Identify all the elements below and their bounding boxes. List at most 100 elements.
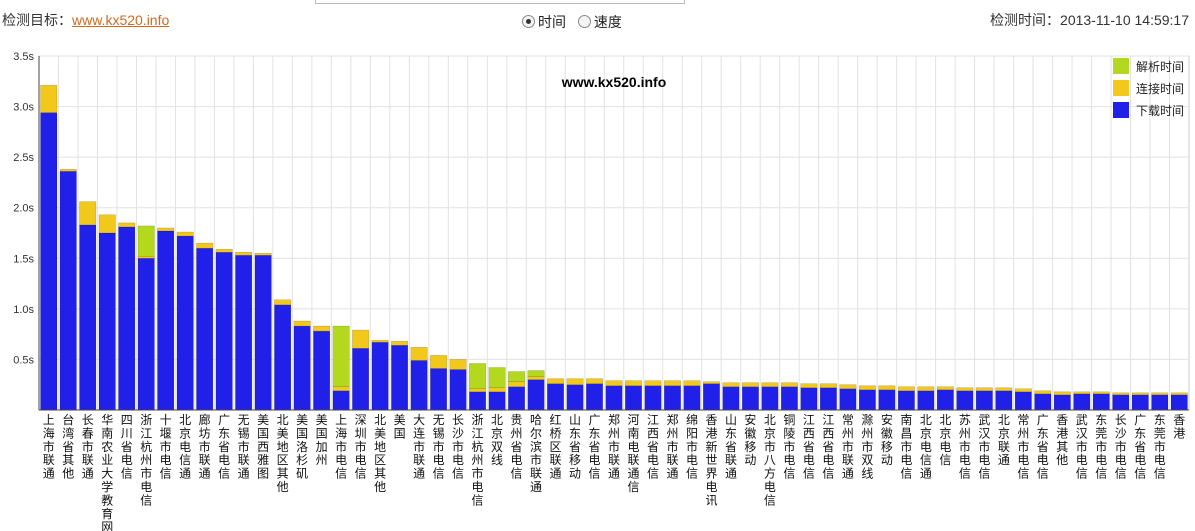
bar-download-segment	[352, 348, 370, 411]
x-category-label: 无锡市电信	[433, 413, 445, 481]
x-category-label: 广东省电信	[218, 413, 230, 481]
bar-download-segment	[1053, 394, 1071, 411]
bar-connect-segment	[352, 329, 370, 349]
bar-connect-segment	[157, 227, 175, 232]
x-category-label: 廊坊市联通	[199, 412, 211, 481]
bar-download-segment	[683, 385, 701, 411]
x-category-label: 武汉市电信	[978, 413, 990, 481]
legend-label: 连接时间	[1136, 81, 1184, 96]
x-category-label: 北京电信	[939, 413, 951, 467]
mode-time-radio[interactable]: 时间	[522, 12, 566, 32]
x-category-label: 北美地区其他	[277, 413, 289, 494]
x-category-label: 浙江杭州市电信	[472, 413, 484, 507]
bar-connect-segment	[975, 387, 993, 392]
radio-unselected-icon	[577, 15, 591, 28]
y-tick-label: 3.0s	[13, 102, 34, 114]
bar-download-segment	[839, 388, 857, 411]
x-category-label: 贵州省电信	[511, 413, 523, 481]
bar-download-segment	[1014, 391, 1032, 411]
bar-connect-segment	[1073, 391, 1091, 395]
bar-connect-segment	[118, 222, 136, 228]
bar-connect-segment	[215, 248, 233, 253]
x-category-label: 滁州市双线	[861, 412, 873, 481]
x-category-label: 深圳市电信	[355, 413, 367, 481]
check-time-value: 2013-11-10 14:59:17	[1060, 12, 1189, 28]
bar-download-segment	[215, 251, 233, 411]
bar-download-segment	[488, 391, 506, 411]
x-category-label: 哈尔滨市联通	[530, 413, 542, 494]
stacked-bar-chart: 0.5s 1.0s 1.5s 2.0s 2.5s 3.0s 3.5s 上海市联通台湾省其他长春…	[13, 51, 1190, 531]
x-category-label: 郑州市联通	[666, 412, 678, 481]
bar-resolve-segment	[332, 325, 350, 387]
bar-download-segment	[780, 386, 798, 411]
bar-connect-segment	[644, 380, 662, 386]
x-category-label: 十堰市电信	[160, 413, 172, 481]
bar-download-segment	[430, 368, 448, 411]
bar-download-segment	[449, 369, 467, 411]
x-category-label: 郑州市联通	[608, 412, 620, 481]
x-category-label: 香港其他	[1056, 413, 1068, 467]
bar-connect-segment	[819, 383, 837, 388]
bar-download-segment	[761, 386, 779, 411]
legend-label: 下载时间	[1136, 104, 1184, 118]
target-label: 检测目标：www.kx520.info	[2, 10, 169, 30]
bar-connect-segment	[917, 386, 935, 392]
y-tick-label: 1.5s	[13, 253, 34, 265]
bar-connect-segment	[722, 382, 740, 387]
bar-connect-segment	[1092, 391, 1110, 395]
bar-download-segment	[508, 386, 526, 411]
target-link[interactable]: www.kx520.info	[72, 12, 170, 28]
bar-download-segment	[157, 230, 175, 411]
bar-connect-segment	[1034, 390, 1052, 395]
bar-connect-segment	[624, 380, 642, 386]
x-category-label: 北美地区其他	[374, 413, 386, 494]
x-category-label: 江西省电信	[822, 413, 834, 481]
x-category-label: 上海市联通	[43, 413, 55, 481]
bar-connect-segment	[196, 242, 214, 249]
bar-download-segment	[722, 386, 740, 411]
chart-title: www.kx520.info	[561, 74, 667, 90]
bar-download-segment	[1073, 393, 1091, 411]
bar-download-segment	[40, 112, 58, 411]
bar-download-segment	[79, 224, 97, 411]
x-category-label: 常州市电信	[1017, 413, 1029, 481]
x-category-label: 华南农业大学教育网	[101, 413, 113, 531]
y-tick-label: 0.5s	[13, 354, 34, 366]
x-category-label: 无锡市联通	[238, 413, 250, 481]
x-category-label: 长沙市电信	[1115, 413, 1127, 481]
bar-connect-segment	[1014, 388, 1032, 393]
x-category-label: 山东省联通	[725, 413, 737, 481]
x-category-label: 香港	[1173, 413, 1185, 440]
x-category-label: 美国洛杉矶	[296, 413, 308, 481]
bar-connect-segment	[274, 299, 292, 306]
bar-download-segment	[800, 387, 818, 411]
x-category-label: 常州市联通	[842, 413, 854, 481]
bar-download-segment	[1131, 394, 1149, 411]
bar-connect-segment	[956, 387, 974, 392]
y-tick-label: 1.0s	[13, 304, 34, 316]
bar-download-segment	[547, 383, 565, 411]
x-category-label: 铜陵市电信	[783, 412, 795, 481]
bar-connect-segment	[313, 325, 331, 332]
x-category-label: 上海市电信	[335, 413, 347, 481]
bar-connect-segment	[1151, 392, 1169, 396]
bar-download-segment	[644, 385, 662, 411]
bar-download-segment	[566, 384, 584, 411]
mode-radio-group: 时间 速度	[522, 12, 630, 32]
bar-download-segment	[741, 386, 759, 411]
x-category-label: 台湾省其他	[62, 412, 74, 481]
mode-speed-radio[interactable]: 速度	[577, 12, 622, 32]
x-category-label: 苏州市电信	[959, 413, 971, 481]
bar-download-segment	[1092, 393, 1110, 411]
x-category-label: 武汉市电信	[1076, 413, 1088, 481]
x-category-label: 美国加州	[316, 413, 328, 467]
x-category-label: 广东省电信	[1037, 413, 1049, 481]
x-category-label: 安徽移动	[744, 412, 756, 467]
radio-selected-icon	[522, 15, 535, 28]
bar-download-segment	[118, 226, 136, 411]
bar-connect-segment	[663, 380, 681, 386]
bar-connect-segment	[254, 252, 272, 256]
bar-connect-segment	[1112, 392, 1130, 396]
url-input-box[interactable]	[315, 0, 685, 4]
bar-download-segment	[995, 390, 1013, 411]
